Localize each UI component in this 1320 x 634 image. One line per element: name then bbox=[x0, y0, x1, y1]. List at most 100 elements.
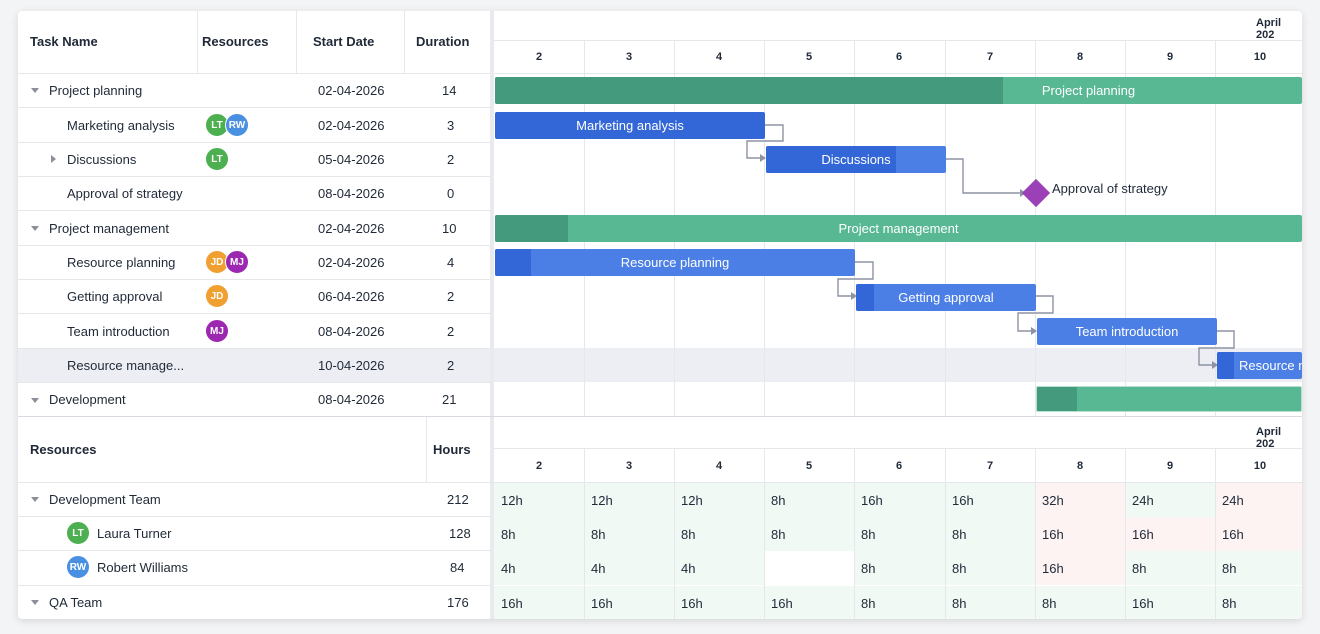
gantt-bar-project-planning[interactable]: Project planning bbox=[495, 77, 1302, 104]
workload-cell[interactable]: 12h bbox=[674, 483, 764, 517]
grid-chart-splitter[interactable] bbox=[490, 11, 494, 416]
duration-cell[interactable]: 10 bbox=[442, 221, 457, 236]
workload-cell[interactable]: 12h bbox=[584, 483, 674, 517]
workload-cell[interactable]: 16h bbox=[1035, 551, 1125, 585]
start-date-cell[interactable]: 02-04-2026 bbox=[318, 221, 385, 236]
collapse-caret-icon[interactable] bbox=[31, 226, 39, 231]
duration-cell[interactable]: 2 bbox=[447, 324, 455, 339]
task-name-cell[interactable]: Resource planning bbox=[67, 255, 176, 270]
start-date-cell[interactable]: 02-04-2026 bbox=[318, 83, 385, 98]
resource-name-cell[interactable]: Robert Williams bbox=[97, 560, 189, 575]
collapse-caret-icon[interactable] bbox=[31, 497, 39, 502]
column-header-duration[interactable]: Duration bbox=[416, 34, 470, 49]
gantt-bar-resource-planning[interactable]: Resource planning bbox=[495, 249, 855, 276]
resource-name-cell[interactable]: Laura Turner bbox=[97, 526, 172, 541]
start-date-cell[interactable]: 02-04-2026 bbox=[318, 255, 385, 270]
task-name-cell[interactable]: Getting approval bbox=[67, 289, 163, 304]
start-date-cell[interactable]: 06-04-2026 bbox=[318, 289, 385, 304]
duration-cell[interactable]: 2 bbox=[447, 152, 455, 167]
grid-chart-splitter[interactable] bbox=[490, 417, 494, 619]
hours-cell[interactable]: 128 bbox=[449, 526, 471, 541]
gantt-bar-development[interactable] bbox=[1036, 386, 1302, 412]
start-date-cell[interactable]: 05-04-2026 bbox=[318, 152, 385, 167]
workload-cell[interactable]: 8h bbox=[584, 517, 674, 551]
workload-cell[interactable]: 16h bbox=[1125, 517, 1215, 551]
workload-cell[interactable]: 16h bbox=[584, 586, 674, 619]
timeline-day-header: 10 bbox=[1253, 460, 1267, 472]
workload-cell[interactable]: 4h bbox=[674, 551, 764, 585]
workload-cell[interactable]: 4h bbox=[494, 551, 584, 585]
task-name-cell[interactable]: Project management bbox=[49, 221, 169, 236]
workload-cell[interactable]: 16h bbox=[674, 586, 764, 619]
start-date-cell[interactable]: 10-04-2026 bbox=[318, 358, 385, 373]
workload-cell[interactable]: 8h bbox=[945, 586, 1035, 619]
gantt-bar-project-management[interactable]: Project management bbox=[495, 215, 1302, 242]
workload-cell[interactable]: 8h bbox=[854, 517, 945, 551]
workload-cell[interactable]: 16h bbox=[1035, 517, 1125, 551]
task-name-cell[interactable]: Project planning bbox=[49, 83, 143, 98]
gantt-bar-discussions[interactable]: Discussions bbox=[766, 146, 946, 173]
workload-cell[interactable]: 4h bbox=[584, 551, 674, 585]
workload-cell[interactable]: 16h bbox=[1125, 586, 1215, 619]
start-date-cell[interactable]: 08-04-2026 bbox=[318, 186, 385, 201]
collapse-caret-icon[interactable] bbox=[31, 398, 39, 403]
workload-cell[interactable]: 8h bbox=[494, 517, 584, 551]
duration-cell[interactable]: 2 bbox=[447, 289, 455, 304]
workload-cell[interactable]: 8h bbox=[854, 586, 945, 619]
workload-cell[interactable]: 24h bbox=[1215, 483, 1302, 517]
workload-cell[interactable]: 8h bbox=[1215, 586, 1302, 619]
column-header-resources[interactable]: Resources bbox=[30, 442, 97, 457]
column-header-hours[interactable]: Hours bbox=[433, 442, 471, 457]
start-date-cell[interactable]: 08-04-2026 bbox=[318, 392, 385, 407]
workload-cell[interactable]: 8h bbox=[1215, 551, 1302, 585]
collapse-caret-icon[interactable] bbox=[31, 88, 39, 93]
task-name-cell[interactable]: Discussions bbox=[67, 152, 137, 167]
hours-cell[interactable]: 212 bbox=[447, 492, 469, 507]
workload-cell[interactable]: 8h bbox=[854, 551, 945, 585]
workload-cell[interactable]: 8h bbox=[945, 517, 1035, 551]
expand-caret-icon[interactable] bbox=[51, 155, 56, 163]
duration-cell[interactable]: 2 bbox=[447, 358, 455, 373]
task-name-cell[interactable]: Marketing analysis bbox=[67, 118, 175, 133]
workload-cell[interactable]: 8h bbox=[945, 551, 1035, 585]
duration-cell[interactable]: 14 bbox=[442, 83, 457, 98]
column-header-task-name[interactable]: Task Name bbox=[30, 34, 98, 49]
resource-name-cell[interactable]: QA Team bbox=[49, 595, 103, 610]
workload-cell[interactable]: 8h bbox=[1035, 586, 1125, 619]
workload-cell[interactable]: 16h bbox=[945, 483, 1035, 517]
duration-cell[interactable]: 4 bbox=[447, 255, 455, 270]
workload-cell[interactable]: 32h bbox=[1035, 483, 1125, 517]
workload-cell[interactable]: 8h bbox=[764, 483, 854, 517]
workload-cell[interactable]: 24h bbox=[1125, 483, 1215, 517]
workload-cell[interactable]: 16h bbox=[764, 586, 854, 619]
workload-cell[interactable] bbox=[764, 551, 854, 585]
dependency-connectors bbox=[746, 124, 1235, 369]
workload-cell[interactable]: 16h bbox=[494, 586, 584, 619]
collapse-caret-icon[interactable] bbox=[31, 600, 39, 605]
gantt-bar-marketing-analysis[interactable]: Marketing analysis bbox=[495, 112, 765, 139]
duration-cell[interactable]: 3 bbox=[447, 118, 455, 133]
gantt-bar-team-introduction[interactable]: Team introduction bbox=[1037, 318, 1217, 345]
workload-cell[interactable]: 8h bbox=[1125, 551, 1215, 585]
workload-cell[interactable]: 8h bbox=[764, 517, 854, 551]
workload-cell[interactable]: 12h bbox=[494, 483, 584, 517]
start-date-cell[interactable]: 08-04-2026 bbox=[318, 324, 385, 339]
workload-cell[interactable]: 16h bbox=[854, 483, 945, 517]
duration-cell[interactable]: 21 bbox=[442, 392, 457, 407]
start-date-cell[interactable]: 02-04-2026 bbox=[318, 118, 385, 133]
workload-cell[interactable]: 8h bbox=[674, 517, 764, 551]
hours-cell[interactable]: 84 bbox=[450, 560, 465, 575]
workload-cell[interactable]: 16h bbox=[1215, 517, 1302, 551]
gantt-bar-getting-approval[interactable]: Getting approval bbox=[856, 284, 1036, 311]
task-name-cell[interactable]: Team introduction bbox=[67, 324, 170, 339]
task-name-cell[interactable]: Development bbox=[49, 392, 126, 407]
task-name-cell[interactable]: Approval of strategy bbox=[67, 186, 183, 201]
column-header-resources[interactable]: Resources bbox=[202, 34, 269, 49]
hours-cell[interactable]: 176 bbox=[447, 595, 469, 610]
column-header-start-date[interactable]: Start Date bbox=[313, 34, 375, 49]
duration-cell[interactable]: 0 bbox=[447, 186, 455, 201]
task-name-cell[interactable]: Resource manage... bbox=[67, 358, 185, 373]
resource-name-cell[interactable]: Development Team bbox=[49, 492, 161, 507]
selected-row-highlight bbox=[18, 348, 1302, 382]
gantt-bar-resource-management[interactable]: Resource m bbox=[1217, 352, 1302, 379]
